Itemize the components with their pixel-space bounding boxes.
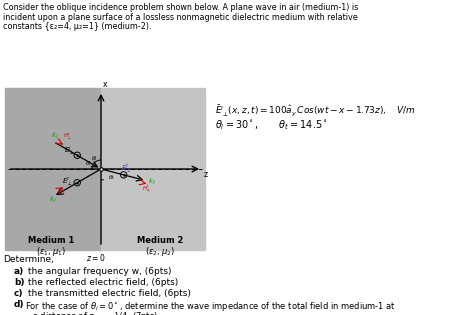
Text: $z = 0$: $z = 0$	[86, 252, 106, 263]
Text: $\theta_i$: $\theta_i$	[91, 154, 98, 163]
Text: the transmitted electric field, (6pts): the transmitted electric field, (6pts)	[25, 289, 191, 298]
Text: a): a)	[14, 267, 24, 276]
Bar	[101, 88, 205, 250]
Text: x: x	[102, 80, 107, 89]
Text: $\theta_r$: $\theta_r$	[85, 159, 93, 168]
Text: Determine,: Determine,	[3, 255, 54, 264]
Text: $H^t_\perp$: $H^t_\perp$	[142, 183, 152, 194]
Text: $H^r_\perp$: $H^r_\perp$	[57, 186, 67, 197]
Text: Medium 2: Medium 2	[137, 236, 183, 245]
Text: a distance of $z=-\lambda/4$. (7pts): a distance of $z=-\lambda/4$. (7pts)	[32, 310, 158, 315]
Text: $E^t_\perp$: $E^t_\perp$	[120, 161, 131, 174]
Text: $\theta_i = 30^\circ, \qquad \theta_t = 14.5^\circ$: $\theta_i = 30^\circ, \qquad \theta_t = …	[215, 118, 328, 132]
Text: the reflected electric field, (6pts): the reflected electric field, (6pts)	[25, 278, 178, 287]
Text: $\theta_t$: $\theta_t$	[108, 173, 116, 182]
Text: b): b)	[14, 278, 25, 287]
Text: $E^r_\perp$: $E^r_\perp$	[62, 175, 73, 188]
Text: $H^i_\perp$: $H^i_\perp$	[64, 131, 73, 142]
Text: c): c)	[14, 289, 24, 298]
Text: z: z	[204, 170, 208, 179]
Text: $k_t$: $k_t$	[148, 177, 156, 187]
Text: the angular frequency w, (6pts): the angular frequency w, (6pts)	[25, 267, 172, 276]
Text: $k_r$: $k_r$	[49, 194, 58, 205]
Text: constants {ε₂=4, μ₂=1} (medium-2).: constants {ε₂=4, μ₂=1} (medium-2).	[3, 22, 152, 31]
Text: Consider the oblique incidence problem shown below. A plane wave in air (medium-: Consider the oblique incidence problem s…	[3, 3, 358, 12]
Text: $E^i_\perp$: $E^i_\perp$	[64, 145, 75, 158]
Bar	[5, 88, 101, 250]
Text: Medium 1: Medium 1	[28, 236, 74, 245]
Text: incident upon a plane surface of a lossless nonmagnetic dielectric medium with r: incident upon a plane surface of a lossl…	[3, 13, 358, 21]
Text: For the case of $\theta_i =0^\circ$, determine the wave impedance of the total f: For the case of $\theta_i =0^\circ$, det…	[25, 300, 396, 313]
Text: $(\varepsilon_2, \mu_2)$: $(\varepsilon_2, \mu_2)$	[145, 245, 175, 258]
Text: $\bar{E}^i_\perp(x,z,t) = 100\hat{a}_y\,Cos(wt-x-1.73z), \quad V/m$: $\bar{E}^i_\perp(x,z,t) = 100\hat{a}_y\,…	[215, 103, 416, 118]
Text: $k_i$: $k_i$	[51, 130, 59, 141]
Text: $(\varepsilon_1, \mu_1)$: $(\varepsilon_1, \mu_1)$	[36, 245, 66, 258]
Text: d): d)	[14, 300, 25, 309]
